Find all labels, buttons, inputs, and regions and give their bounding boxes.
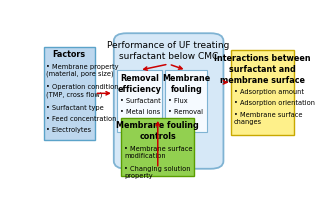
Text: • Membrane surface
changes: • Membrane surface changes: [234, 112, 302, 125]
Text: Membrane fouling
controls: Membrane fouling controls: [116, 121, 199, 141]
Text: • Metal ions: • Metal ions: [120, 109, 160, 115]
Text: • Electrolytes: • Electrolytes: [46, 127, 91, 133]
Text: • Surfactant: • Surfactant: [120, 98, 161, 104]
FancyBboxPatch shape: [165, 70, 207, 132]
Text: Interactions between
surfactant and
membrane surface: Interactions between surfactant and memb…: [214, 54, 311, 85]
FancyBboxPatch shape: [231, 50, 293, 135]
FancyBboxPatch shape: [44, 47, 95, 140]
FancyBboxPatch shape: [114, 33, 223, 169]
Text: Membrane
fouling: Membrane fouling: [162, 74, 211, 94]
Text: Performance of UF treating
surfactant below CMC: Performance of UF treating surfactant be…: [108, 41, 230, 61]
FancyBboxPatch shape: [121, 118, 194, 176]
Text: • Adsorption amount: • Adsorption amount: [234, 89, 304, 95]
Text: • Changing solution
property: • Changing solution property: [124, 166, 190, 179]
Text: • Operation condition
(TMP, cross flow): • Operation condition (TMP, cross flow): [46, 84, 119, 98]
Text: • Feed concentration: • Feed concentration: [46, 116, 116, 122]
Text: Factors: Factors: [53, 50, 86, 59]
Text: • Membrane property
(material, pore size): • Membrane property (material, pore size…: [46, 64, 119, 77]
Text: • Adsorption orientation: • Adsorption orientation: [234, 100, 315, 106]
Text: Removal
efficiency: Removal efficiency: [117, 74, 162, 94]
Text: • Membrane surface
modification: • Membrane surface modification: [124, 146, 192, 159]
Text: • Removal: • Removal: [168, 109, 203, 115]
FancyBboxPatch shape: [117, 70, 162, 132]
Text: • Surfactant type: • Surfactant type: [46, 105, 104, 111]
Text: • Flux: • Flux: [168, 98, 188, 104]
